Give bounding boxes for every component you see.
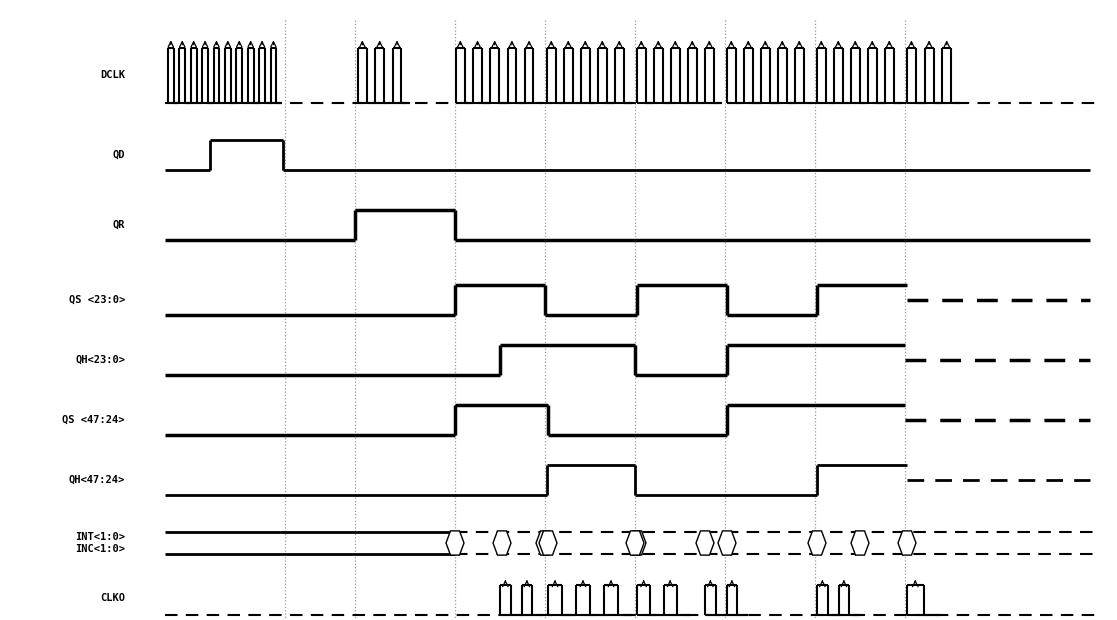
Polygon shape	[898, 531, 916, 555]
Text: QH<23:0>: QH<23:0>	[75, 355, 125, 365]
Polygon shape	[851, 531, 869, 555]
Polygon shape	[808, 531, 825, 555]
Polygon shape	[718, 531, 736, 555]
Text: QH<47:24>: QH<47:24>	[69, 475, 125, 485]
Text: QS <47:24>: QS <47:24>	[63, 415, 125, 425]
Text: INT<1:0>
INC<1:0>: INT<1:0> INC<1:0>	[75, 532, 125, 554]
Text: QD: QD	[113, 150, 125, 160]
Text: QS <23:0>: QS <23:0>	[69, 295, 125, 305]
Polygon shape	[493, 531, 510, 555]
Polygon shape	[540, 531, 557, 555]
Text: CLKO: CLKO	[101, 593, 125, 603]
Polygon shape	[536, 531, 554, 555]
Text: DCLK: DCLK	[101, 70, 125, 80]
Text: QR: QR	[113, 220, 125, 230]
Polygon shape	[446, 531, 464, 555]
Polygon shape	[628, 531, 646, 555]
Polygon shape	[626, 531, 645, 555]
Polygon shape	[696, 531, 714, 555]
